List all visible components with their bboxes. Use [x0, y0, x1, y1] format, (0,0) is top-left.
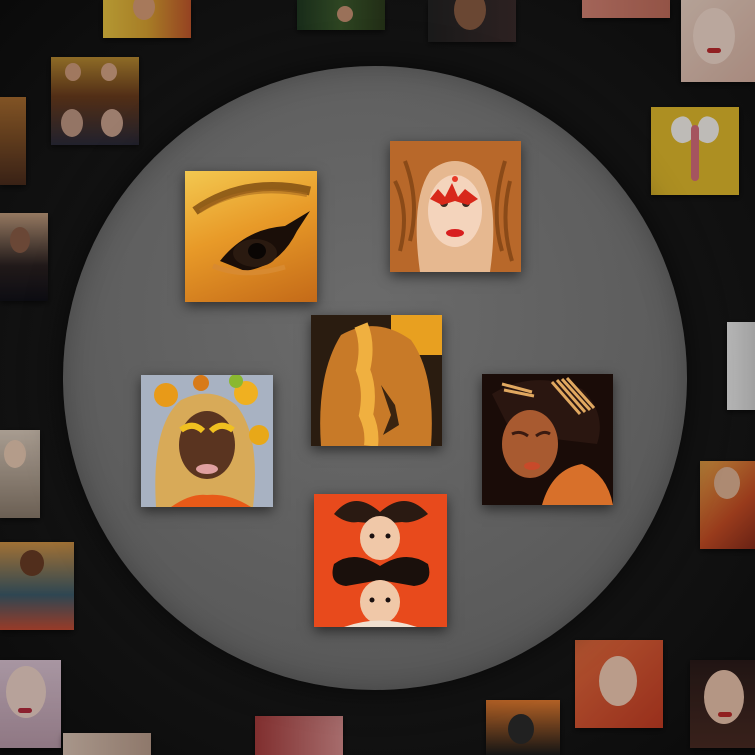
- bg-thumb[interactable]: [486, 700, 560, 755]
- featured-image-eye-makeup[interactable]: [185, 171, 317, 302]
- bg-thumb[interactable]: [428, 0, 516, 42]
- body-photo-icon: [311, 315, 442, 446]
- bg-thumb[interactable]: [63, 733, 151, 755]
- bg-thumb[interactable]: [690, 660, 755, 748]
- eye-makeup-photo-icon: [192, 182, 312, 276]
- bg-thumb[interactable]: [0, 213, 48, 301]
- bg-thumb[interactable]: [103, 0, 191, 38]
- bg-thumb[interactable]: [0, 660, 61, 748]
- bg-thumb[interactable]: [51, 57, 139, 145]
- bg-thumb[interactable]: [700, 461, 755, 549]
- portrait-photo-icon: [390, 141, 521, 272]
- featured-image-autumn-leaves[interactable]: [141, 375, 273, 507]
- featured-image-hair-buns[interactable]: [314, 494, 447, 627]
- featured-image-red-gems[interactable]: [390, 141, 521, 272]
- bg-thumb[interactable]: [255, 716, 343, 755]
- bg-thumb[interactable]: [0, 542, 74, 630]
- bg-thumb[interactable]: [727, 322, 755, 410]
- featured-image-back-shadow[interactable]: [311, 315, 442, 446]
- bg-thumb[interactable]: [0, 97, 26, 185]
- bg-thumb[interactable]: [651, 107, 739, 195]
- featured-image-gold-hairpins[interactable]: [482, 374, 613, 505]
- portrait-photo-icon: [482, 374, 613, 505]
- bg-thumb[interactable]: [575, 640, 663, 728]
- bg-thumb[interactable]: [681, 0, 755, 82]
- bg-thumb[interactable]: [297, 0, 385, 30]
- bg-thumb[interactable]: [0, 430, 40, 518]
- portrait-photo-icon: [141, 375, 273, 507]
- bg-thumb[interactable]: [582, 0, 670, 18]
- portrait-photo-icon: [314, 494, 447, 627]
